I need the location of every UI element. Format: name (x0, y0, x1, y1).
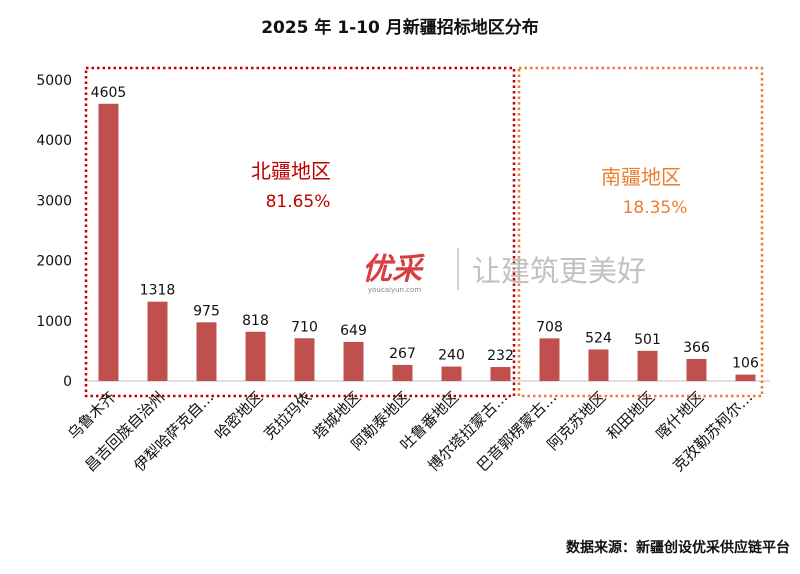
y-axis: 0 1000 2000 3000 4000 5000 (36, 73, 72, 390)
y-tick-label: 3000 (36, 193, 72, 209)
south-region-box (517, 66, 764, 398)
watermark: 优采 youcaiyun.com 让建筑更美好 (362, 248, 646, 294)
value-label: 501 (634, 332, 661, 348)
value-label: 366 (683, 340, 710, 356)
value-label: 649 (340, 323, 367, 339)
south-region-percent: 18.35% (623, 198, 688, 218)
bar (196, 322, 217, 381)
value-label: 106 (732, 356, 759, 372)
bar (147, 301, 168, 381)
south-region-label: 南疆地区 (601, 165, 681, 189)
value-label: 4605 (91, 85, 127, 101)
value-label: 524 (585, 330, 612, 346)
bar (490, 367, 511, 381)
bar (588, 349, 609, 381)
value-label: 975 (193, 303, 220, 319)
bar (686, 358, 707, 381)
value-label: 267 (389, 346, 416, 362)
y-tick-label: 4000 (36, 133, 72, 149)
value-label: 708 (536, 319, 563, 335)
watermark-logo: 优采 (362, 252, 426, 287)
y-tick-label: 5000 (36, 73, 72, 89)
value-label: 710 (291, 319, 318, 335)
bar (637, 350, 658, 381)
y-tick-label: 0 (63, 374, 72, 390)
bar (539, 338, 560, 381)
bar (441, 366, 462, 381)
north-region-box (84, 66, 516, 398)
y-tick-label: 1000 (36, 314, 72, 330)
y-tick-label: 2000 (36, 254, 72, 270)
chart-title: 2025 年 1-10 月新疆招标地区分布 (261, 17, 539, 38)
value-label: 240 (438, 348, 465, 364)
bar (392, 364, 413, 381)
bar (98, 103, 119, 382)
watermark-slogan: 让建筑更美好 (472, 254, 646, 288)
watermark-logo-sub: youcaiyun.com (368, 286, 421, 294)
bar (294, 338, 315, 381)
value-label: 1318 (140, 283, 176, 299)
north-region-percent: 81.65% (266, 192, 331, 212)
bar (343, 341, 364, 381)
north-region-label: 北疆地区 (251, 159, 331, 183)
value-label: 818 (242, 313, 269, 329)
source-note: 数据来源：新疆创设优采供应链平台 (566, 539, 790, 556)
bars (98, 103, 756, 382)
bar (735, 374, 756, 381)
value-labels: 4605 1318 975 818 710 649 267 240 232 708 524 501 36… (91, 85, 759, 372)
bar (245, 331, 266, 381)
value-label: 232 (487, 348, 514, 364)
x-tick-labels: 乌鲁木齐昌吉回族自治州伊犁哈萨克自…哈密地区克拉玛依塔城地区阿勒泰地区吐鲁番地区… (64, 388, 756, 475)
